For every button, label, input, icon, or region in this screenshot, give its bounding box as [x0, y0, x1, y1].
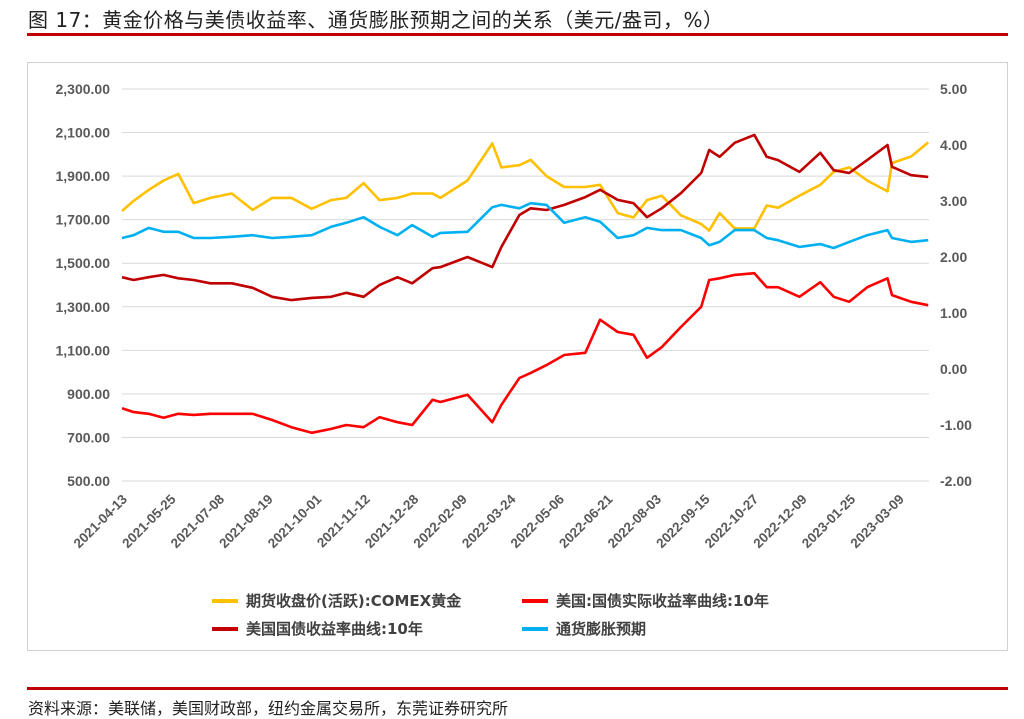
right-axis-tick-label: 3.00	[940, 193, 967, 209]
left-axis-tick-label: 2,300.00	[56, 81, 111, 97]
real-yield-line	[121, 271, 929, 435]
left-axis-tick-label: 1,900.00	[56, 168, 111, 184]
source-divider	[27, 687, 1008, 690]
right-axis-tick-label: 5.00	[940, 81, 967, 97]
left-axis-tick-label: 1,700.00	[56, 212, 111, 228]
right-axis-tick-label: -2.00	[940, 473, 972, 489]
title-divider	[27, 33, 1008, 36]
right-axis-tick-label: -1.00	[940, 417, 972, 433]
right-axis-tick-label: 0.00	[940, 361, 967, 377]
nominal-yield-line	[121, 133, 929, 302]
left-axis-tick-label: 1,300.00	[56, 299, 111, 315]
left-axis-tick-label: 2,100.00	[56, 125, 111, 141]
left-axis-tick-label: 500.00	[67, 473, 110, 489]
right-axis-tick-label: 2.00	[940, 249, 967, 265]
right-axis-tick-label: 1.00	[940, 305, 967, 321]
left-axis-tick-label: 1,100.00	[56, 342, 111, 358]
left-axis-tick-label: 700.00	[67, 429, 110, 445]
right-axis-tick-label: 4.00	[940, 137, 967, 153]
chart-frame	[27, 62, 1008, 651]
left-axis-tick-label: 900.00	[67, 386, 110, 402]
inflation-expectation-line	[121, 201, 929, 250]
figure-title: 图 17：黄金价格与美债收益率、通货膨胀预期之间的关系（美元/盎司，%）	[28, 8, 724, 32]
gold-price-line	[121, 141, 930, 232]
left-axis-tick-label: 1,500.00	[56, 255, 111, 271]
source-note: 资料来源：美联储，美国财政部，纽约金属交易所，东莞证券研究所	[28, 699, 509, 718]
